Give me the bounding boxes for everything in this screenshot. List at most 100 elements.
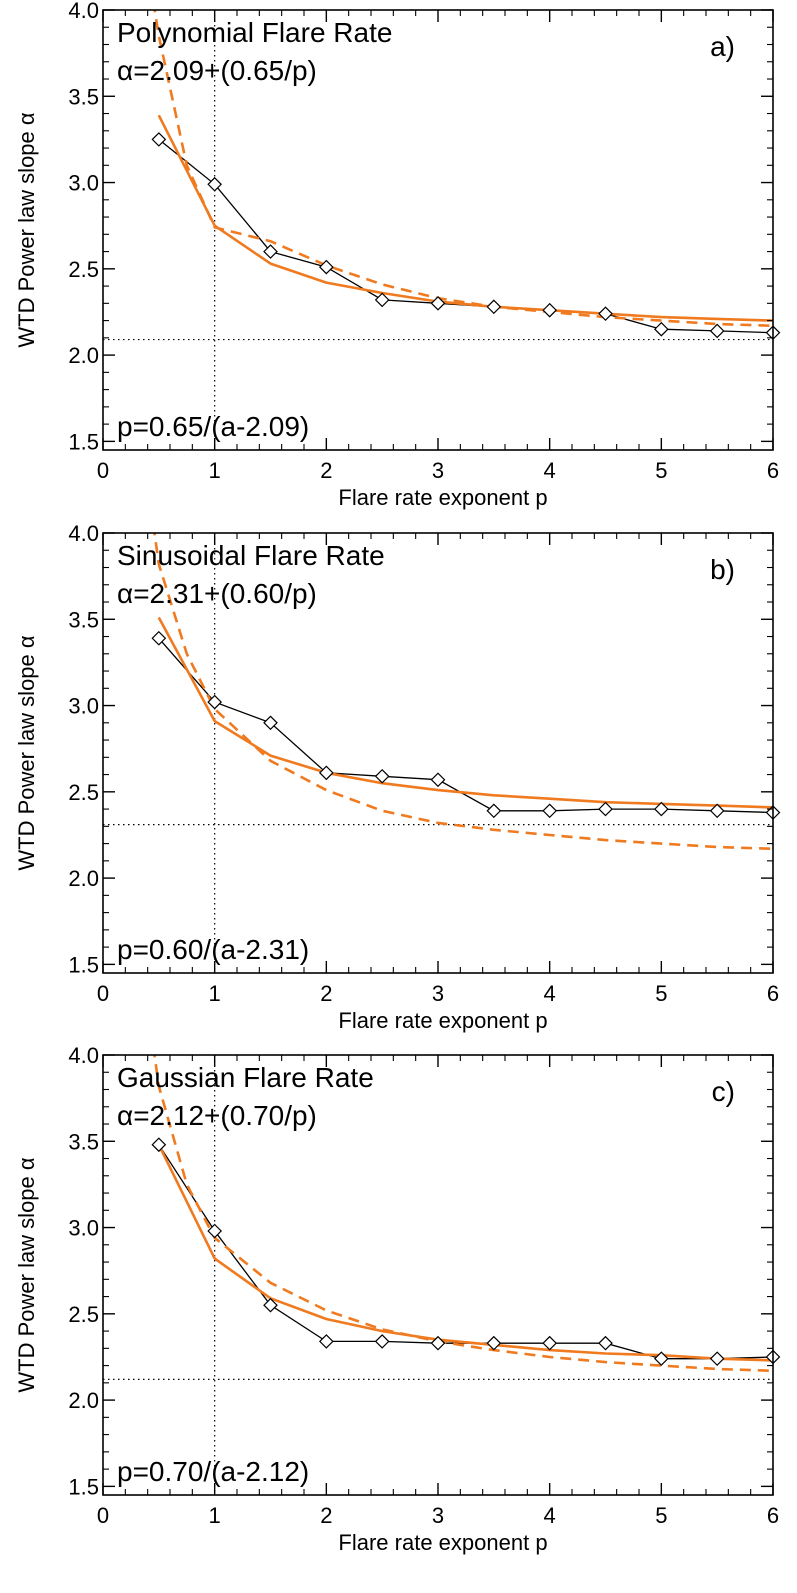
y-tick-label: 3.0 xyxy=(68,694,99,719)
inverse-formula: p=0.60/(a-2.31) xyxy=(117,934,309,965)
data-point-diamond xyxy=(318,765,334,781)
x-tick-label: 1 xyxy=(209,1503,221,1528)
fit-formula: α=2.12+(0.70/p) xyxy=(117,1100,317,1131)
y-tick-label: 2.0 xyxy=(68,343,99,368)
y-tick-label: 4.0 xyxy=(68,0,99,23)
chart-panel-b: 0 1 2 3 4 5 6 1.5 2.0 2.5 3.0 3.5 4.0 Flare rate expo… xyxy=(14,521,781,1033)
x-tick-label: 5 xyxy=(655,1503,667,1528)
y-tick-label: 2.5 xyxy=(68,1302,99,1327)
x-tick-label: 3 xyxy=(432,981,444,1006)
y-tick-label: 3.5 xyxy=(68,84,99,109)
x-tick-label: 0 xyxy=(97,458,109,483)
data-point-diamond xyxy=(374,292,390,308)
x-tick-label: 3 xyxy=(432,1503,444,1528)
x-tick-label: 4 xyxy=(544,458,556,483)
data-point-diamond xyxy=(709,803,725,819)
series-line-data xyxy=(158,637,773,814)
data-point-diamond xyxy=(318,259,334,275)
chart-title: Gaussian Flare Rate xyxy=(117,1062,374,1093)
panel-label: b) xyxy=(710,554,735,585)
data-point-diamond xyxy=(653,801,669,817)
x-tick-label: 6 xyxy=(767,1503,779,1528)
data-point-diamond xyxy=(151,132,167,147)
x-tick-label: 0 xyxy=(97,981,109,1006)
x-axis-label: Flare rate exponent p xyxy=(338,1530,547,1555)
data-point-diamond xyxy=(263,244,278,259)
data-point-diamond xyxy=(542,302,558,318)
series-line-solid-fit xyxy=(157,114,773,322)
data-point-diamond xyxy=(542,1335,558,1351)
series-line-dashed-fit xyxy=(153,533,773,851)
y-tick-label: 2.5 xyxy=(68,257,99,282)
data-point-diamond xyxy=(374,1334,390,1349)
data-point-diamond xyxy=(151,1137,167,1153)
series-line-dashed-fit xyxy=(153,1055,773,1373)
x-tick-label: 6 xyxy=(767,458,779,483)
data-point-diamond xyxy=(709,1351,725,1367)
data-point-diamond xyxy=(598,1335,613,1351)
data-point-diamond xyxy=(430,1335,446,1351)
x-tick-label: 6 xyxy=(767,981,779,1006)
y-axis-label: WTD Power law slope α xyxy=(14,1157,39,1393)
y-tick-label: 3.0 xyxy=(68,171,99,196)
data-point-diamond xyxy=(430,772,446,788)
data-point-diamond xyxy=(318,1334,334,1349)
data-point-diamond xyxy=(151,630,167,646)
x-tick-label: 2 xyxy=(320,981,332,1006)
x-tick-label: 4 xyxy=(544,981,556,1006)
data-point-diamond xyxy=(542,803,558,819)
x-tick-label: 0 xyxy=(97,1503,109,1528)
data-point-diamond xyxy=(430,295,446,311)
y-tick-label: 1.5 xyxy=(68,952,99,977)
series-line-dashed-fit xyxy=(153,10,773,328)
y-tick-label: 4.0 xyxy=(68,521,99,546)
data-point-diamond xyxy=(486,299,502,315)
fit-formula: α=2.31+(0.60/p) xyxy=(117,578,317,609)
data-point-diamond xyxy=(207,176,223,192)
data-point-diamond xyxy=(598,306,613,322)
inverse-formula: p=0.70/(a-2.12) xyxy=(117,1456,309,1487)
x-tick-label: 2 xyxy=(320,458,332,483)
x-tick-label: 5 xyxy=(655,458,667,483)
data-point-diamond xyxy=(263,715,278,731)
chart-title: Polynomial Flare Rate xyxy=(117,17,392,48)
y-tick-label: 1.5 xyxy=(68,429,99,454)
data-point-diamond xyxy=(374,768,390,784)
y-axis-label: WTD Power law slope α xyxy=(14,112,39,348)
y-tick-label: 3.0 xyxy=(68,1216,99,1241)
chart-panel-a: 0 1 2 3 4 5 6 1.5 2.0 2.5 3.0 3.5 4.0 Flare rate expo… xyxy=(14,0,781,510)
panel-label: a) xyxy=(710,31,735,62)
series-line-solid-fit xyxy=(157,1144,773,1362)
data-point-diamond xyxy=(653,321,669,337)
y-tick-label: 2.5 xyxy=(68,780,99,805)
data-point-diamond xyxy=(709,323,725,339)
y-tick-label: 4.0 xyxy=(68,1043,99,1068)
y-tick-label: 3.5 xyxy=(68,1129,99,1154)
data-point-diamond xyxy=(486,803,502,819)
chart-panel-c: 0 1 2 3 4 5 6 1.5 2.0 2.5 3.0 3.5 4.0 Flare rate expo… xyxy=(14,1043,781,1555)
x-tick-label: 2 xyxy=(320,1503,332,1528)
y-tick-label: 2.0 xyxy=(68,866,99,891)
y-tick-label: 2.0 xyxy=(68,1388,99,1413)
chart-title: Sinusoidal Flare Rate xyxy=(117,540,385,571)
x-tick-label: 4 xyxy=(544,1503,556,1528)
y-tick-label: 3.5 xyxy=(68,607,99,632)
y-tick-label: 1.5 xyxy=(68,1474,99,1499)
data-point-diamond xyxy=(263,1297,278,1313)
data-point-diamond xyxy=(598,801,613,817)
x-axis-label: Flare rate exponent p xyxy=(338,1008,547,1033)
data-point-diamond xyxy=(207,694,223,710)
x-tick-label: 5 xyxy=(655,981,667,1006)
y-axis-label: WTD Power law slope α xyxy=(14,635,39,871)
data-point-diamond xyxy=(486,1335,502,1351)
fit-formula: α=2.09+(0.65/p) xyxy=(117,55,317,86)
x-axis-label: Flare rate exponent p xyxy=(338,485,547,510)
x-tick-label: 3 xyxy=(432,458,444,483)
series-line-solid-fit xyxy=(157,616,773,809)
series-line-data xyxy=(158,1144,773,1360)
data-point-diamond xyxy=(207,1223,223,1239)
x-tick-label: 1 xyxy=(209,458,221,483)
panel-label: c) xyxy=(712,1076,735,1107)
